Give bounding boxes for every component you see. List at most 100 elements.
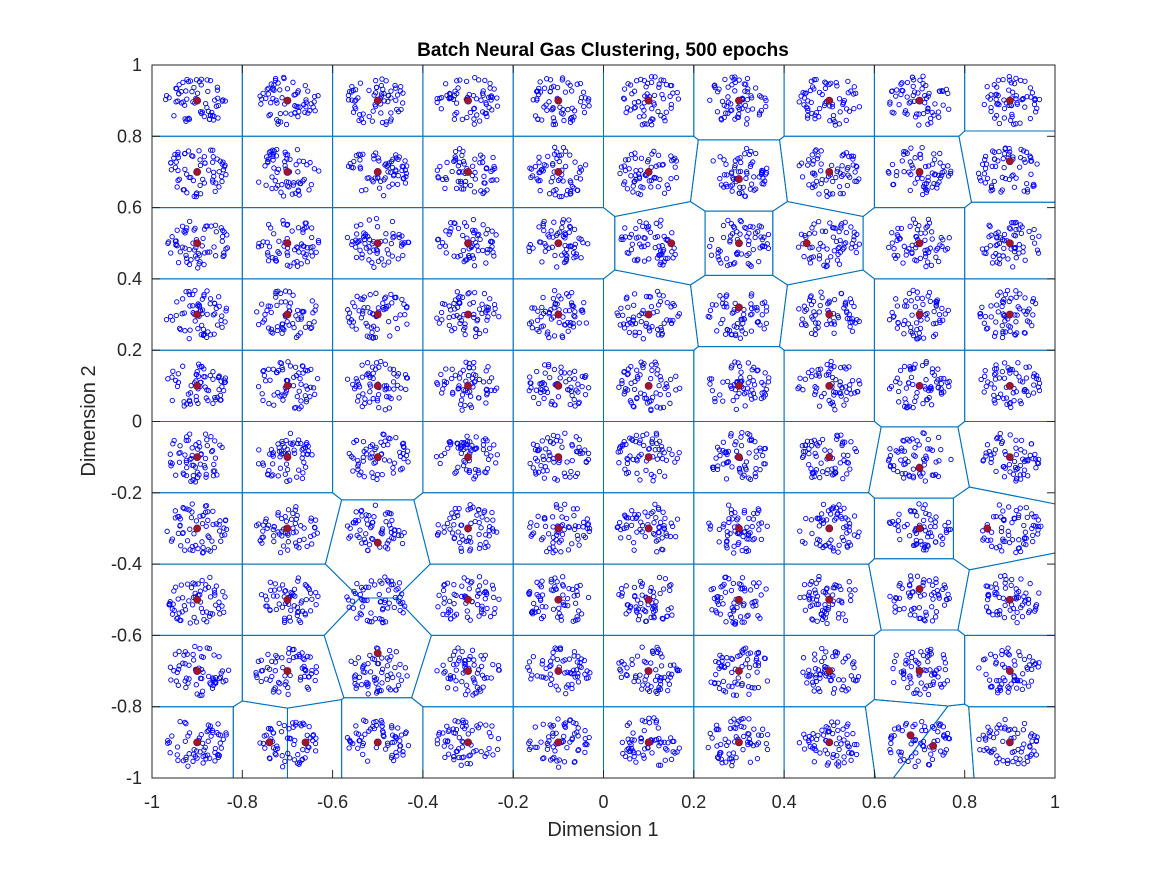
sample-point: [379, 76, 385, 82]
sample-point: [657, 252, 663, 258]
sample-point: [396, 234, 402, 241]
sample-point: [851, 237, 857, 243]
sample-point: [632, 155, 638, 161]
sample-point: [198, 331, 204, 338]
sample-point: [363, 320, 369, 327]
sample-point: [889, 161, 896, 168]
sample-point: [828, 254, 834, 260]
sample-point: [200, 235, 206, 242]
sample-point: [843, 150, 850, 156]
sample-point: [442, 243, 449, 249]
sample-point: [353, 326, 359, 332]
sample-point: [948, 168, 954, 174]
sample-point: [656, 84, 662, 90]
sample-point: [349, 97, 355, 103]
sample-point: [577, 99, 584, 105]
sample-point: [707, 97, 713, 103]
sample-point: [923, 263, 929, 270]
sample-point: [308, 249, 314, 255]
sample-point: [540, 220, 546, 227]
sample-point: [541, 85, 548, 91]
sample-point: [643, 84, 649, 90]
sample-point: [669, 230, 675, 236]
sample-point: [193, 191, 199, 197]
sample-point: [828, 162, 835, 169]
sample-point: [821, 262, 827, 268]
sample-point: [1005, 256, 1011, 262]
sample-point: [280, 321, 286, 327]
sample-point: [763, 171, 769, 177]
sample-point: [172, 164, 179, 171]
sample-point: [715, 246, 722, 253]
sample-point: [452, 148, 459, 155]
sample-point: [207, 78, 214, 84]
sample-point: [175, 149, 181, 155]
sample-point: [581, 103, 587, 110]
sample-point: [472, 156, 478, 162]
sample-point: [1013, 175, 1019, 181]
sample-point: [736, 190, 742, 196]
sample-point: [392, 82, 398, 89]
sample-point: [444, 159, 450, 166]
sample-point: [402, 180, 409, 186]
sample-point: [309, 298, 315, 304]
sample-point: [837, 237, 843, 244]
sample-point: [923, 82, 929, 89]
sample-point: [457, 293, 463, 300]
sample-point: [852, 178, 858, 184]
sample-point: [372, 175, 378, 181]
sample-point: [660, 262, 666, 268]
sample-point: [366, 217, 373, 223]
sample-point: [1034, 105, 1040, 112]
sample-point: [641, 107, 647, 113]
sample-point: [556, 293, 562, 299]
sample-point: [917, 151, 923, 157]
sample-point: [1013, 75, 1019, 82]
sample-point: [650, 116, 656, 123]
sample-point: [205, 167, 212, 173]
sample-point: [382, 238, 389, 244]
sample-point: [373, 84, 380, 91]
sample-point: [577, 176, 584, 182]
sample-point: [195, 250, 202, 257]
sample-point: [404, 321, 410, 327]
sample-point: [822, 79, 828, 85]
sample-point: [1009, 173, 1015, 179]
sample-point: [175, 177, 181, 184]
sample-point: [833, 174, 839, 181]
sample-point: [176, 91, 182, 97]
sample-point: [721, 157, 727, 163]
sample-point: [732, 260, 738, 266]
sample-point: [1001, 245, 1007, 252]
sample-point: [837, 190, 843, 197]
sample-point: [853, 249, 859, 256]
sample-point: [199, 322, 205, 328]
sample-point: [1002, 175, 1009, 182]
sample-point: [475, 247, 481, 254]
sample-point: [804, 115, 811, 121]
sample-point: [984, 245, 990, 251]
sample-point: [464, 114, 470, 121]
sample-point: [945, 163, 951, 169]
sample-point: [656, 162, 662, 168]
sample-point: [747, 163, 754, 170]
sample-point: [470, 236, 476, 243]
sample-point: [442, 185, 448, 192]
sample-point: [209, 112, 216, 119]
sample-point: [275, 249, 281, 255]
sample-point: [366, 113, 372, 120]
sample-point: [550, 106, 556, 112]
sample-point: [668, 175, 674, 182]
sample-point: [390, 230, 396, 237]
sample-point: [455, 163, 462, 169]
sample-point: [531, 305, 538, 311]
sample-point: [534, 97, 540, 103]
sample-point: [222, 98, 228, 104]
sample-point: [995, 92, 1001, 99]
sample-point: [354, 293, 360, 299]
sample-point: [216, 184, 222, 190]
sample-point: [180, 79, 186, 86]
sample-point: [742, 193, 748, 199]
sample-point: [984, 83, 990, 90]
sample-point: [402, 167, 408, 173]
